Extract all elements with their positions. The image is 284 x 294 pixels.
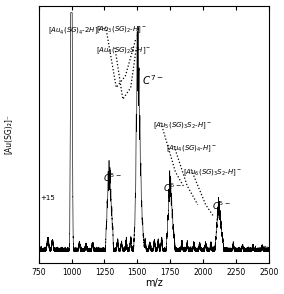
Text: [Au(SG)₂]⁻: [Au(SG)₂]⁻ <box>4 114 13 154</box>
Text: $[Au_4(SG)_4$-$2H]^{2-}$: $[Au_4(SG)_4$-$2H]^{2-}$ <box>48 24 106 37</box>
Text: $[Au_3(SG)_2$-$H]^-$: $[Au_3(SG)_2$-$H]^-$ <box>96 24 147 35</box>
Text: +15: +15 <box>40 195 55 201</box>
Text: $C^{7-}$: $C^{7-}$ <box>142 74 163 87</box>
Text: $[Au_5(SG)_3S_2$-$H]^-$: $[Au_5(SG)_3S_2$-$H]^-$ <box>153 120 212 131</box>
X-axis label: m/z: m/z <box>145 278 162 288</box>
Text: $C^{5-}$: $C^{5-}$ <box>212 200 231 212</box>
Text: $C^{8-}$: $C^{8-}$ <box>103 172 122 184</box>
Text: $C^{6-}$: $C^{6-}$ <box>163 181 182 194</box>
Text: $[Au_4(SG)_4$-$H]^-$: $[Au_4(SG)_4$-$H]^-$ <box>166 144 217 154</box>
Text: $[Au_4(SG)_2S$-$H]^-$: $[Au_4(SG)_2S$-$H]^-$ <box>96 45 151 56</box>
Text: $[Au_6(SG)_3S_2$-$H]^-$: $[Au_6(SG)_3S_2$-$H]^-$ <box>183 167 242 178</box>
